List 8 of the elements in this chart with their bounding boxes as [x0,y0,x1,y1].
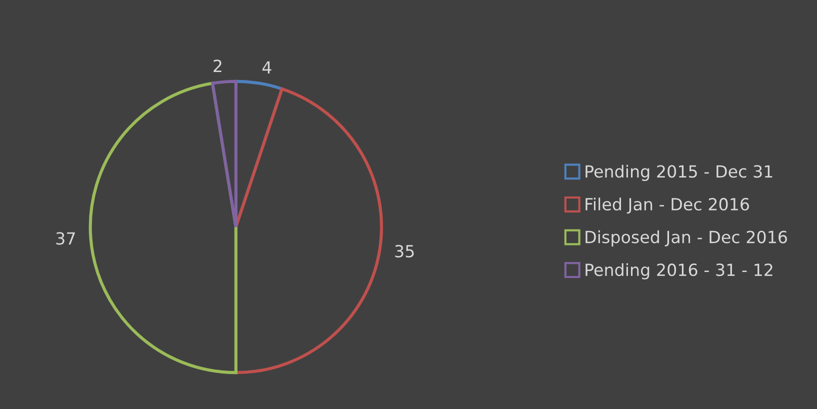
data-label: 37 [56,232,75,245]
data-label: 35 [395,244,414,258]
legend-label: Pending 2016 - 31 - 12 [586,263,772,280]
legend-label: Filed Jan - Dec 2016 [586,198,750,214]
data-label: 2 [214,60,222,72]
data-label: 4 [262,61,272,74]
legend-label: Pending 2015 - Dec 31 [586,164,772,181]
legend-label: Disposed Jan - Dec 2016 [586,230,787,247]
